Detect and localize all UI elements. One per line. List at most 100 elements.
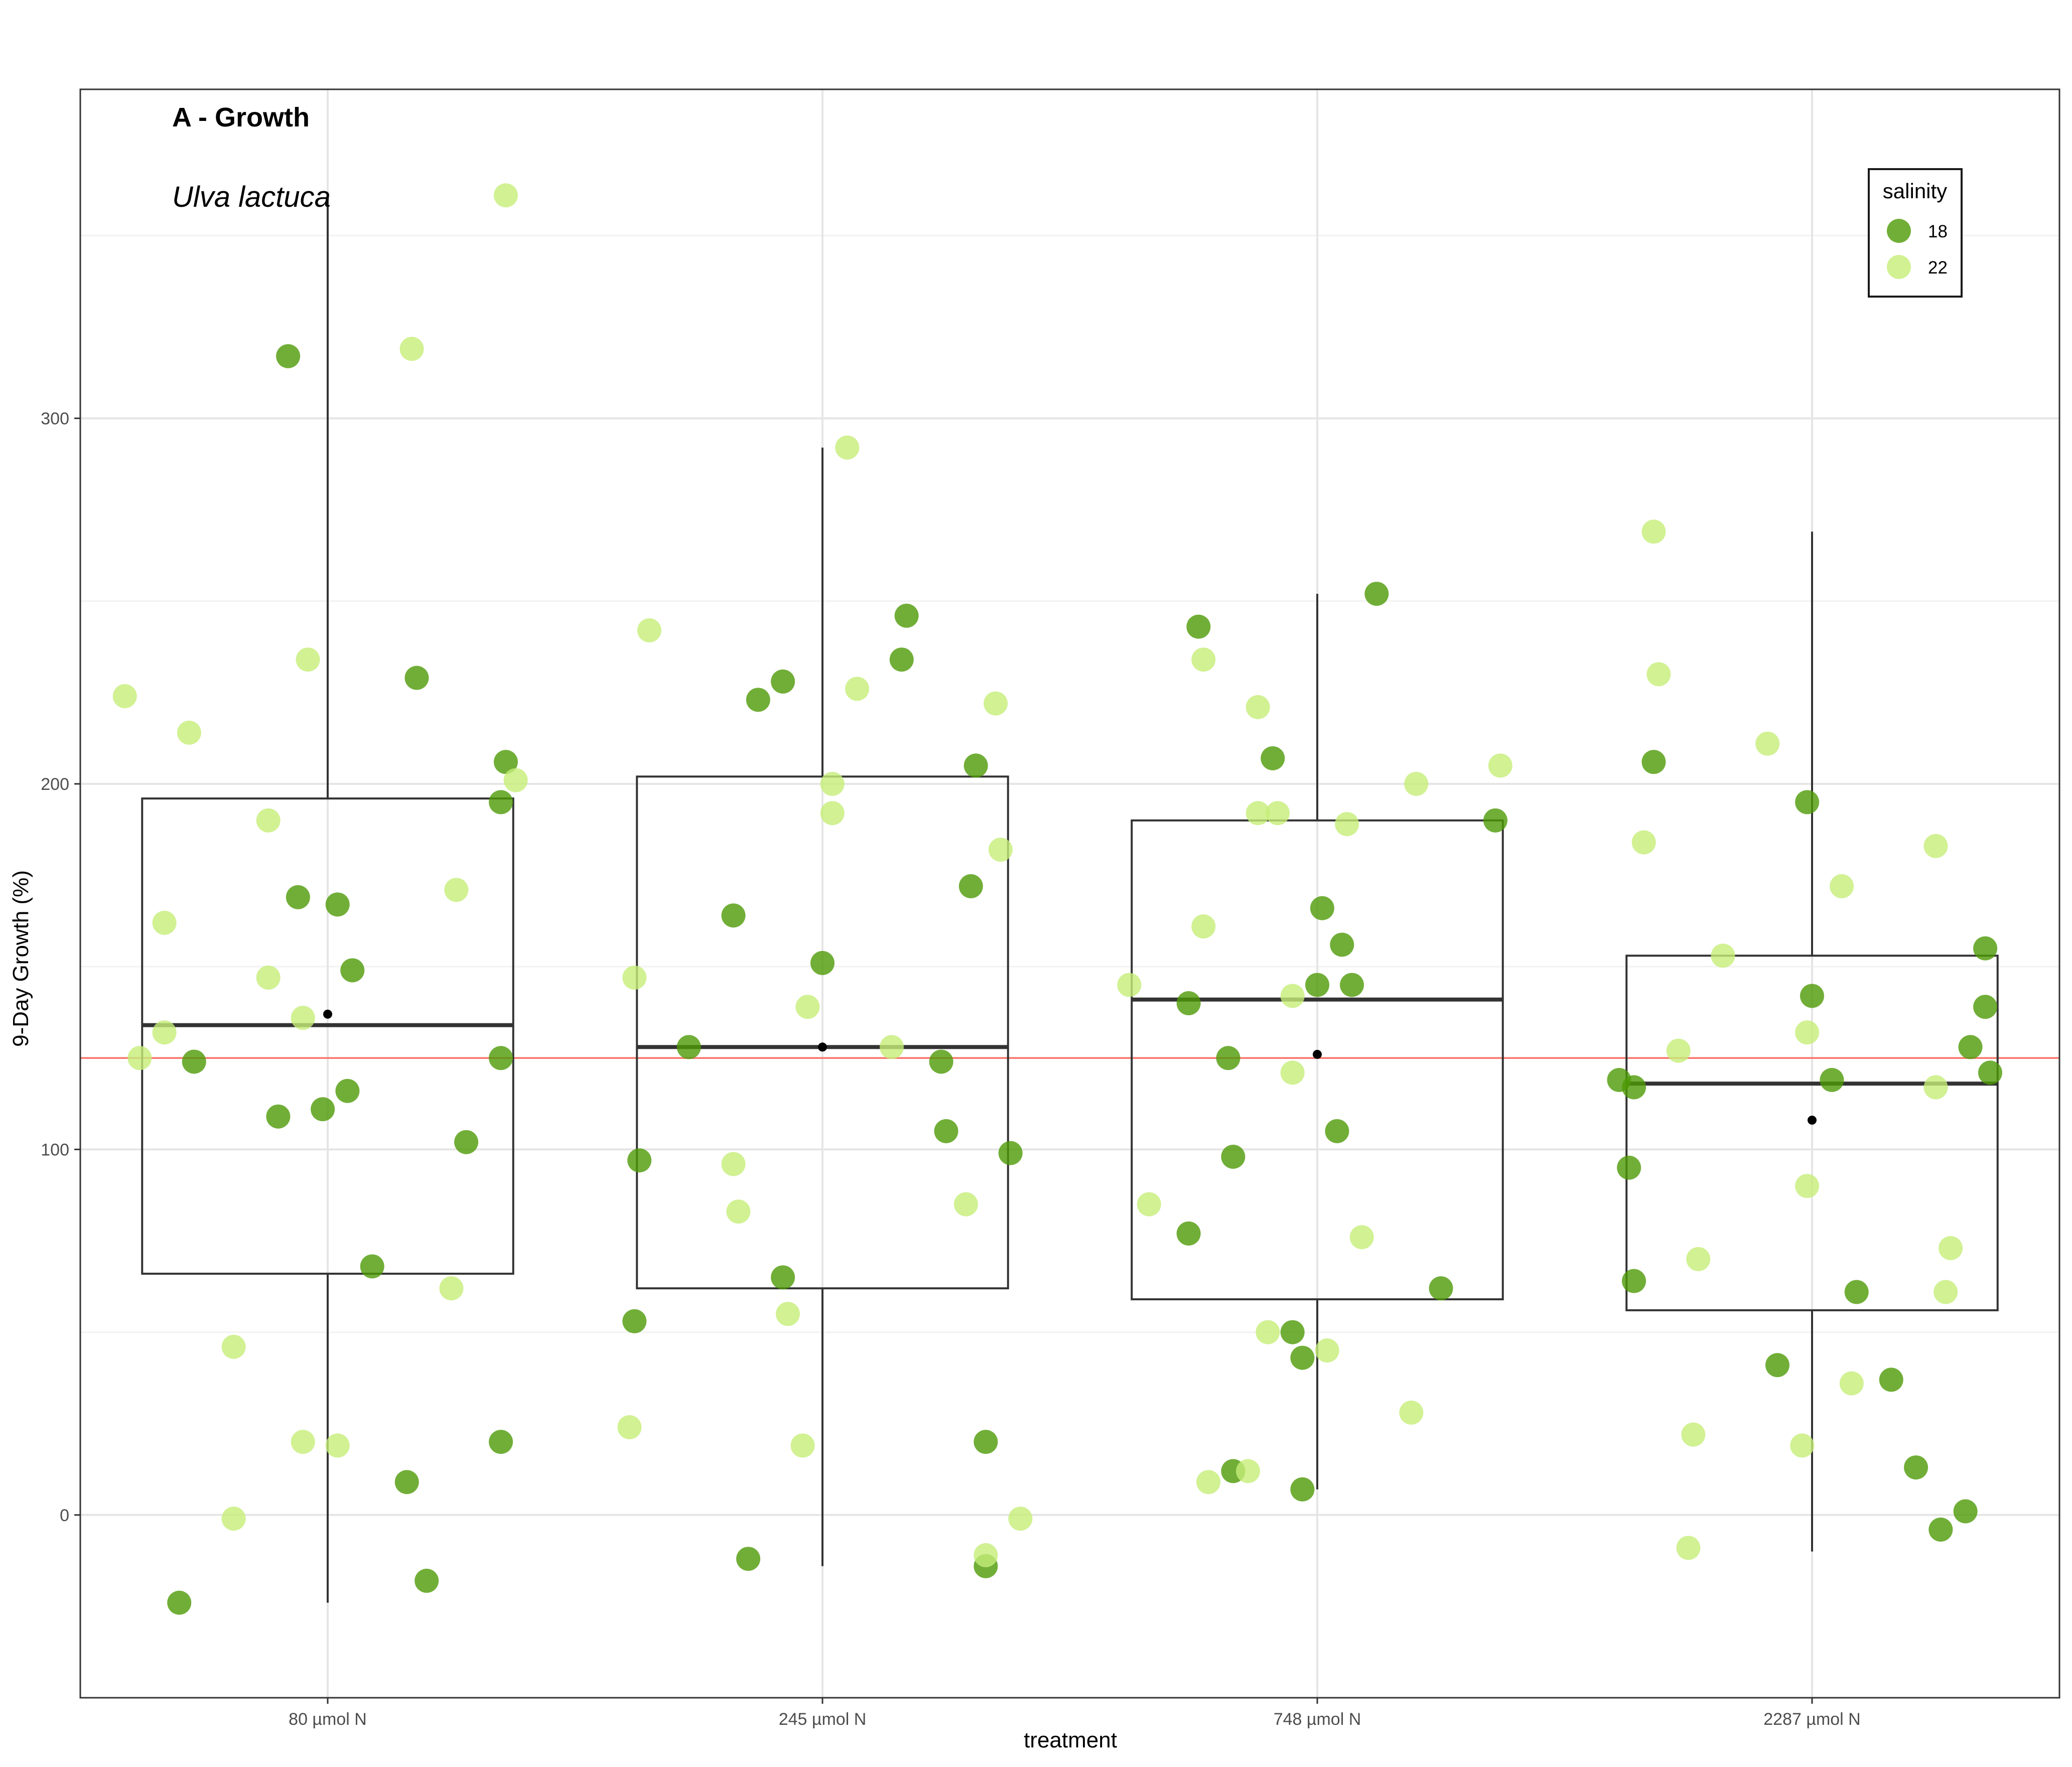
data-point-salinity-22 [291, 1006, 315, 1030]
data-point-salinity-18 [1844, 1280, 1869, 1304]
y-tick-label: 300 [41, 410, 69, 429]
legend: salinity 18 22 [1868, 168, 1963, 298]
data-point-salinity-18 [1617, 1155, 1641, 1180]
data-point-salinity-18 [266, 1104, 291, 1129]
chart-title: A - Growth [172, 102, 310, 132]
data-point-salinity-18 [1290, 1477, 1315, 1502]
y-tick-label: 200 [41, 775, 69, 794]
data-point-salinity-18 [1904, 1455, 1928, 1480]
data-point-salinity-18 [1622, 1269, 1646, 1293]
data-point-salinity-22 [1246, 695, 1270, 720]
data-point-salinity-18 [1186, 614, 1211, 639]
data-point-salinity-22 [835, 435, 860, 460]
data-point-salinity-22 [221, 1334, 246, 1359]
data-point-salinity-18 [415, 1568, 439, 1593]
data-point-salinity-18 [167, 1590, 192, 1615]
data-point-salinity-22 [152, 910, 177, 935]
data-point-salinity-18 [404, 665, 429, 690]
data-point-salinity-18 [1973, 936, 1998, 961]
box-iqr [141, 797, 514, 1275]
box-mean-point [1808, 1116, 1817, 1125]
data-point-salinity-22 [795, 995, 820, 1019]
x-axis-label: treatment [1024, 1728, 1117, 1752]
y-tick-label: 100 [41, 1140, 69, 1159]
data-point-salinity-22 [1235, 1459, 1260, 1483]
data-point-salinity-18 [1622, 1075, 1646, 1100]
data-point-salinity-18 [1820, 1067, 1844, 1092]
data-point-salinity-22 [1399, 1400, 1424, 1425]
box-mean-point [1313, 1050, 1322, 1059]
data-point-salinity-22 [1923, 834, 1948, 858]
legend-box [1868, 168, 1963, 298]
data-point-salinity-18 [1953, 1499, 1978, 1524]
data-point-salinity-22 [177, 721, 201, 745]
data-point-salinity-18 [1290, 1345, 1315, 1370]
data-point-salinity-22 [988, 838, 1013, 862]
data-point-salinity-18 [493, 750, 518, 774]
data-point-salinity-22 [845, 676, 870, 701]
point-layer [112, 183, 2002, 1615]
data-point-salinity-18 [1176, 991, 1201, 1016]
boxplot-1 [141, 195, 514, 1603]
data-point-salinity-22 [1246, 801, 1270, 826]
data-point-salinity-22 [1933, 1280, 1958, 1304]
data-point-salinity-22 [1191, 647, 1216, 672]
data-point-salinity-22 [984, 691, 1008, 716]
data-point-salinity-18 [276, 344, 301, 368]
data-point-salinity-22 [256, 966, 281, 990]
data-point-salinity-18 [1305, 973, 1329, 997]
box-iqr [1131, 819, 1504, 1301]
data-point-salinity-22 [1676, 1536, 1701, 1560]
data-point-salinity-22 [1790, 1433, 1815, 1458]
box-iqr [636, 775, 1009, 1290]
data-point-salinity-22 [1795, 1020, 1820, 1045]
data-point-salinity-22 [1137, 1192, 1161, 1216]
data-point-salinity-22 [1280, 1060, 1305, 1085]
data-point-salinity-18 [721, 903, 746, 928]
data-point-salinity-18 [958, 874, 983, 898]
data-point-salinity-22 [112, 684, 137, 709]
data-point-salinity-18 [1310, 896, 1334, 920]
data-point-salinity-22 [1196, 1470, 1221, 1494]
y-axis-label: 9-Day Growth (%) [9, 870, 33, 1047]
data-point-salinity-22 [1008, 1507, 1033, 1531]
axis-layer: 0 100 200 300 80 µmol N 245 µmol N 748 µmol N 2… [41, 88, 2060, 1729]
data-point-salinity-22 [1280, 984, 1305, 1008]
legend-swatch-22 [1887, 255, 1911, 279]
legend-label-18: 18 [1928, 222, 1948, 241]
data-point-salinity-22 [503, 768, 528, 792]
data-point-salinity-22 [880, 1035, 904, 1059]
data-point-salinity-18 [1325, 1119, 1349, 1143]
box-mean-point [323, 1009, 332, 1019]
data-point-salinity-22 [1939, 1236, 1963, 1261]
data-point-salinity-22 [726, 1199, 751, 1224]
data-point-salinity-18 [810, 950, 835, 975]
data-point-salinity-22 [256, 808, 281, 833]
data-point-salinity-22 [444, 878, 469, 902]
data-point-salinity-18 [1340, 973, 1364, 997]
box-mean-point [818, 1042, 827, 1052]
data-point-salinity-18 [335, 1078, 360, 1103]
data-point-salinity-22 [1681, 1422, 1706, 1447]
data-point-salinity-18 [1800, 984, 1824, 1008]
data-point-salinity-22 [1755, 731, 1780, 756]
data-point-salinity-22 [1711, 943, 1735, 968]
data-point-salinity-18 [1765, 1353, 1789, 1378]
data-point-salinity-22 [1335, 812, 1359, 837]
data-point-salinity-18 [340, 958, 365, 983]
data-point-salinity-18 [489, 790, 513, 814]
data-point-salinity-18 [1364, 582, 1389, 606]
data-point-salinity-18 [963, 753, 988, 778]
data-point-salinity-22 [637, 618, 661, 643]
data-point-salinity-22 [1646, 662, 1671, 687]
data-point-salinity-18 [1641, 750, 1666, 774]
data-point-salinity-18 [489, 1430, 513, 1454]
data-point-salinity-18 [454, 1130, 479, 1154]
data-point-salinity-18 [360, 1254, 384, 1279]
data-point-salinity-18 [934, 1119, 958, 1143]
data-point-salinity-22 [1488, 753, 1512, 778]
data-point-salinity-22 [1256, 1320, 1280, 1344]
data-point-salinity-18 [1879, 1368, 1903, 1392]
data-point-salinity-22 [617, 1415, 642, 1439]
